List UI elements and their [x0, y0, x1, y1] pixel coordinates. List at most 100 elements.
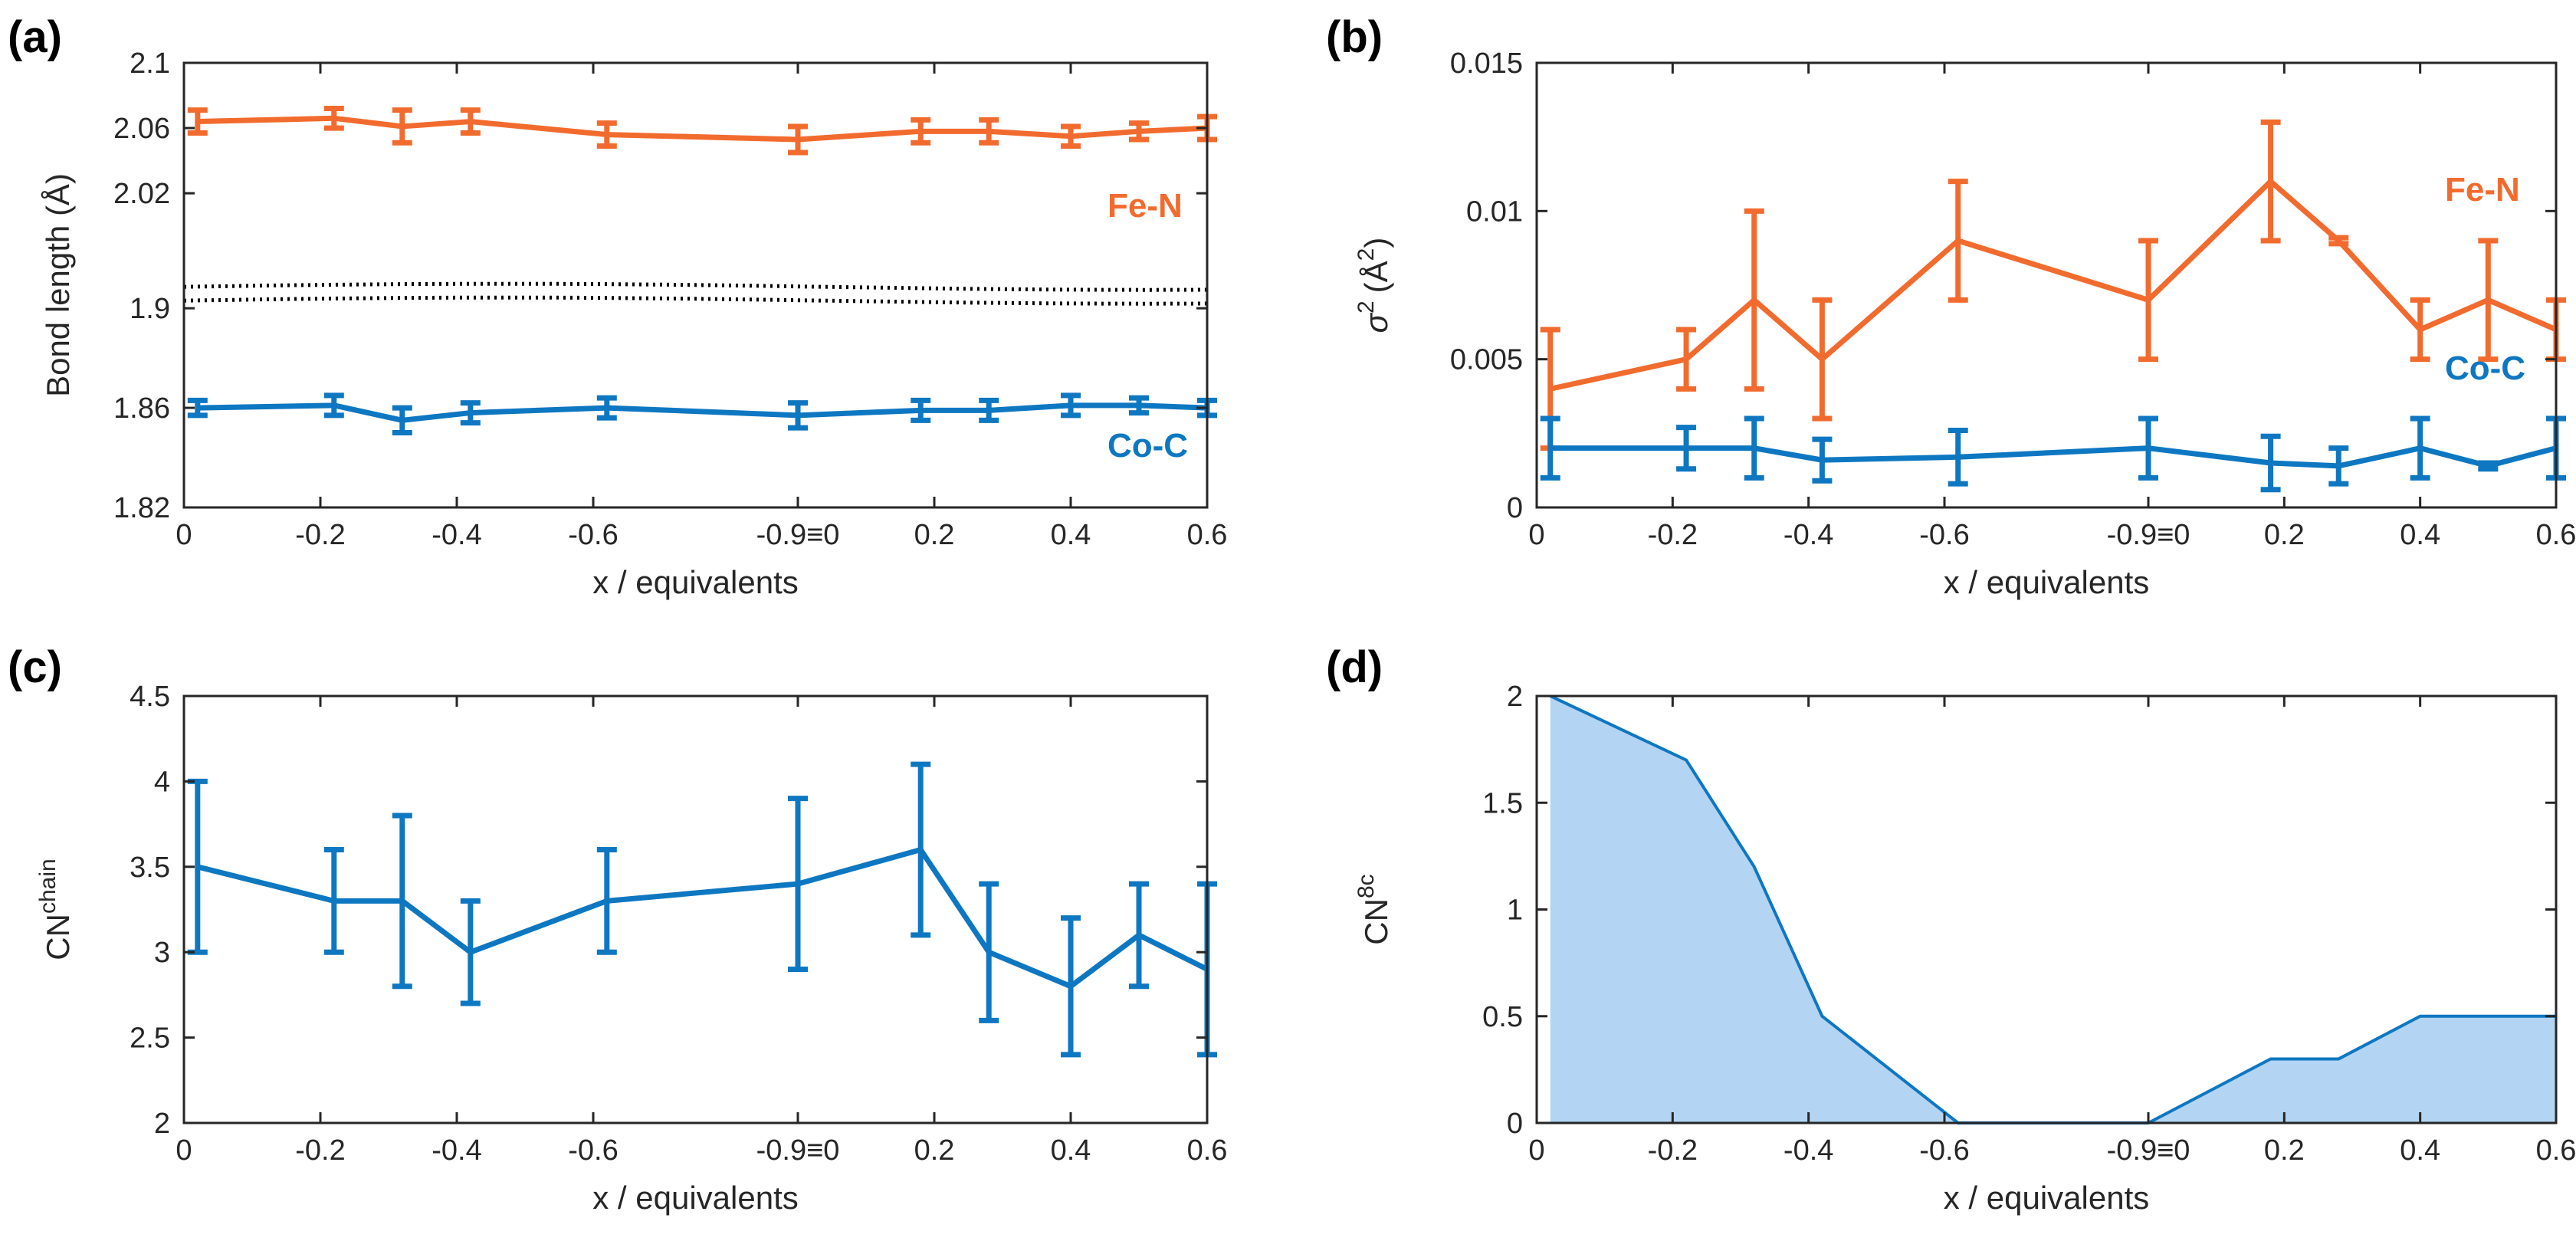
error-bar [392, 813, 412, 990]
axis-break-line [183, 295, 1208, 306]
y-tick-label: 0.01 [1466, 195, 1523, 228]
x-tick-label: 0.2 [2264, 519, 2305, 551]
error-bar [187, 107, 208, 136]
y-tick-label: 0.015 [1450, 48, 1523, 80]
y-axis-label: CN8c [1354, 874, 1394, 944]
x-tick-label: 0 [1528, 1134, 1544, 1167]
panel-label: (c) [8, 642, 62, 692]
series-annotation: Co-C [2445, 350, 2525, 387]
error-bar [460, 898, 481, 1006]
error-bar [1676, 425, 1697, 472]
error-bar [596, 847, 617, 955]
panel-c: (c) 0 -0.2 -0.4 -0.6 -0.9≡0 0.2 0.4 0.6 2 2.5 3 3.5 4… [8, 642, 1227, 1216]
y-tick-label: 0.005 [1450, 344, 1523, 376]
x-tick-label: -0.4 [432, 519, 481, 551]
y-tick-label: 2 [154, 1108, 170, 1140]
y-tick-label: 3.5 [130, 852, 170, 884]
y-tick-label: 1.5 [1482, 787, 1523, 819]
error-bar [1129, 395, 1149, 416]
y-tick-label: 2.1 [130, 48, 170, 80]
axis-break-line [183, 281, 1208, 292]
y-tick-label: 0.5 [1482, 1001, 1523, 1033]
error-bar [979, 881, 999, 1023]
error-bar [979, 397, 999, 423]
y-tick-label: 0 [1507, 492, 1523, 524]
plot-frame [182, 694, 1209, 1124]
error-bar [2478, 238, 2499, 363]
error-bar [788, 123, 808, 156]
error-bar [911, 761, 931, 938]
error-bar [1129, 881, 1149, 990]
error-bar [2260, 119, 2281, 244]
error-bar [2478, 460, 2499, 472]
x-tick-label: -0.2 [1648, 519, 1698, 551]
x-axis-label: x / equivalents [592, 564, 799, 600]
x-tick-label: -0.4 [1784, 1134, 1833, 1167]
error-bar [1061, 915, 1081, 1058]
error-bar [2410, 297, 2430, 363]
x-tick-label: -0.9≡0 [756, 519, 840, 551]
series-line [197, 402, 1208, 423]
y-tick-label: 3 [154, 937, 170, 969]
y-tick-label: 1.9 [130, 293, 170, 325]
plot-frame [1535, 61, 2558, 509]
x-tick-label: -0.4 [1784, 519, 1833, 551]
error-bar [460, 400, 481, 426]
x-tick-label: 0.6 [1187, 519, 1228, 551]
series-fe-n [1540, 119, 2566, 451]
x-tick-label: -0.4 [432, 1134, 481, 1167]
error-bar [323, 847, 344, 955]
panel-b: (b) 0 -0.2 -0.4 -0.6 -0.9≡0 0.2 0.4 0.6 0 0.005 0.0… [1326, 12, 2576, 600]
x-tick-label: -0.9≡0 [756, 1134, 840, 1167]
series-line [1550, 445, 2557, 469]
series-line [196, 847, 1209, 990]
x-tick-label: -0.6 [568, 519, 618, 551]
y-tick-label: 4 [154, 766, 170, 798]
panel-label: (d) [1326, 642, 1383, 692]
panel-d: (d) 0 -0.2 -0.4 -0.6 -0.9≡0 0.2 0.4 0.6 0 0.5 1 1.5 2… [1326, 642, 2576, 1216]
error-bar [1948, 179, 1968, 303]
error-bar [392, 107, 412, 146]
series-co-c [1540, 415, 2566, 493]
x-tick-label: 0.6 [2536, 1134, 2576, 1167]
error-bar [323, 392, 344, 419]
error-bar [1061, 392, 1081, 419]
area-fill [1550, 696, 2556, 1123]
x-tick-label: -0.2 [295, 519, 345, 551]
x-tick-label: -0.6 [1919, 519, 1969, 551]
error-bar [392, 405, 412, 436]
error-bar [2138, 415, 2158, 481]
y-axis-label: σ2(Å2) [1354, 238, 1394, 333]
error-bar [911, 397, 931, 423]
series-co-c [187, 392, 1217, 436]
error-bar [1061, 123, 1081, 149]
error-bar [2138, 238, 2158, 363]
error-bar [596, 120, 617, 149]
series-cn-8c [1549, 694, 2557, 1124]
series-annotation: Fe-N [1108, 187, 1183, 225]
error-bar [911, 117, 931, 146]
y-tick-label: 1.86 [113, 392, 170, 425]
error-bar [2410, 415, 2430, 481]
x-axis-label: x / equivalents [592, 1180, 799, 1216]
error-bar [2328, 445, 2349, 487]
series-fe-n [187, 106, 1217, 156]
y-axis-label: CNchain [35, 859, 76, 960]
error-bar [2328, 235, 2349, 247]
series-annotation: Fe-N [2445, 171, 2520, 208]
x-tick-label: 0.2 [914, 519, 955, 551]
x-tick-label: -0.2 [295, 1134, 345, 1167]
error-bar [596, 395, 617, 421]
error-bar [1540, 415, 1560, 481]
x-axis-label: x / equivalents [1944, 564, 2150, 600]
x-axis-label: x / equivalents [1944, 1180, 2150, 1216]
series-line [1549, 179, 2558, 392]
x-tick-label: 0.6 [2536, 519, 2576, 551]
error-bar [1812, 436, 1833, 484]
error-bar [2260, 433, 2281, 493]
panel-label: (a) [8, 12, 62, 62]
error-bar [1948, 427, 1968, 487]
error-bar [788, 796, 808, 972]
x-tick-label: 0.4 [1051, 519, 1091, 551]
error-bar [323, 106, 344, 131]
